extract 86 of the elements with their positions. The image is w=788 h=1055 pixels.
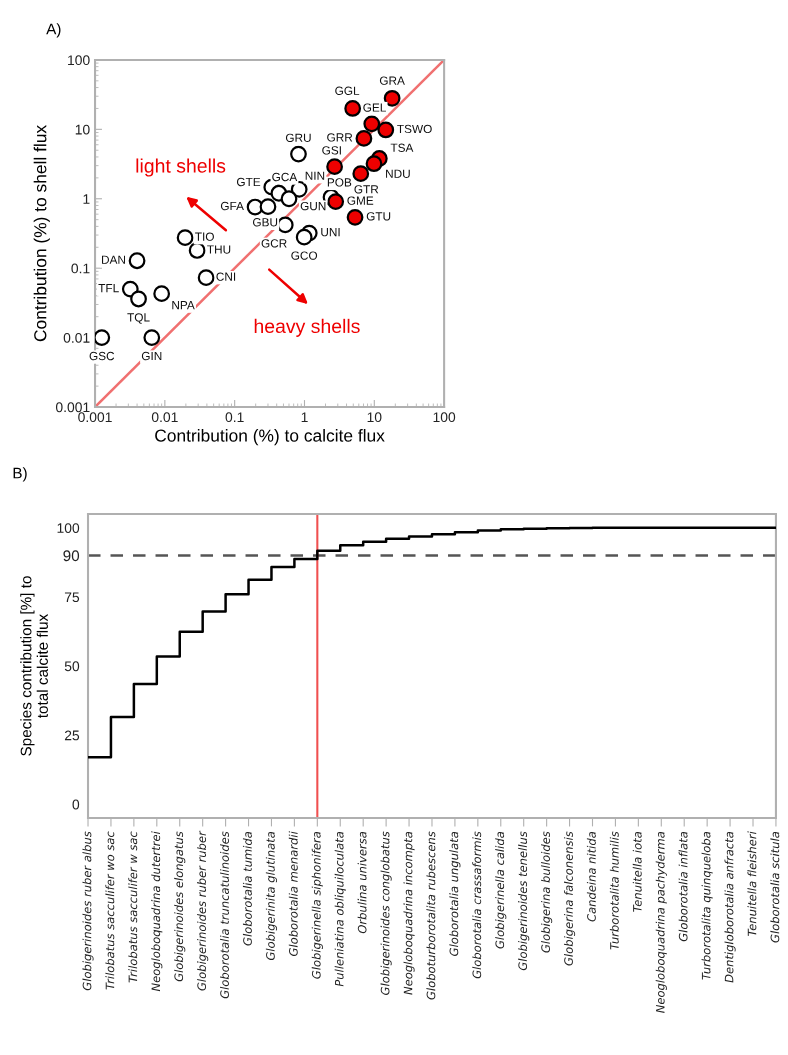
y-tick-label: 90 — [63, 550, 80, 562]
x-tick-label: Globorotalia truncatulinoides — [220, 831, 229, 999]
x-tick-label: Globorotalia scitula — [770, 832, 780, 943]
x-tick-label: Globigerinella siphonifera — [311, 832, 323, 979]
x-tick-label: Tenuitella iota — [632, 832, 642, 912]
data-label: GSI — [322, 146, 341, 155]
data-label: TSA — [390, 143, 414, 152]
y-tick-label: 0.01 — [63, 332, 90, 343]
x-tick-label: 100 — [433, 412, 456, 423]
data-label: GEL — [363, 103, 386, 112]
y-tick-label: 100 — [57, 523, 80, 533]
y-tick-label: 50 — [64, 661, 80, 672]
x-tick-label: 0.01 — [151, 412, 178, 423]
y-axis-title: Species contribution [%] to total calcite flux — [20, 576, 48, 756]
y-tick-label: 0.001 — [55, 402, 90, 413]
data-label: GFA — [220, 201, 244, 211]
x-tick-label: Globorotalia ungulata — [449, 832, 461, 956]
x-tick-label: Globigerina bulloides — [541, 831, 553, 953]
data-label: GRA — [379, 76, 405, 85]
x-tick-label: Globoturborotalita rubescens — [426, 831, 436, 1000]
annotation: light shells — [136, 158, 226, 177]
data-label: THU — [207, 245, 231, 254]
data-label: GME — [347, 196, 374, 205]
data-label: GCO — [291, 251, 318, 260]
x-tick-label: Globigerinoides elongatus — [174, 831, 186, 982]
annotation: heavy shells — [254, 318, 360, 337]
data-label: NDU — [386, 169, 410, 178]
y-tick-label: 75 — [64, 592, 80, 603]
x-axis-title: Contribution (%) to calcite flux — [155, 428, 385, 446]
y-tick-label: 1 — [83, 194, 90, 204]
data-label: TFL — [98, 284, 119, 293]
x-tick-label: Trilobatus sacculifer wo sac — [105, 831, 115, 990]
x-tick-label: Neogloboquadrina dutertrei — [151, 831, 163, 992]
x-tick-label: Orbulina universa — [357, 832, 367, 934]
x-tick-label: 10 — [367, 412, 382, 423]
data-label: TQL — [127, 313, 150, 324]
data-label: GTU — [366, 212, 391, 221]
data-label: CNI — [216, 272, 236, 281]
x-tick-label: Globigerinella calida — [495, 832, 507, 949]
x-tick-label: 1 — [301, 412, 308, 422]
data-label: GGL — [335, 86, 360, 95]
x-tick-label: Dentigloborotalia anfracta — [724, 832, 736, 983]
y-tick-label: 10 — [75, 124, 90, 135]
x-tick-label: Globorotalia crassaformis — [472, 831, 482, 979]
data-label: GTE — [236, 177, 261, 187]
data-label: GSC — [89, 351, 115, 361]
x-tick-label: Trilobatus sacculifer w sac — [128, 831, 138, 983]
data-label: GCR — [261, 239, 287, 248]
data-label: DAN — [102, 255, 125, 264]
data-label: POB — [327, 178, 352, 187]
y-tick-label: 0.1 — [71, 263, 90, 274]
x-tick-label: Globigerinoides conglobatus — [380, 831, 392, 995]
y-tick-label: 0 — [72, 799, 80, 810]
x-tick-label: Turborotalita quinqueloba — [701, 832, 713, 980]
x-tick-label: Globigerinoides ruber albus — [82, 831, 94, 991]
data-label: NIN — [305, 171, 325, 180]
x-tick-label: Globorotalia tumida — [242, 832, 252, 946]
x-tick-label: 0.1 — [225, 412, 244, 423]
y-tick-label: 100 — [68, 55, 90, 66]
x-tick-label: Globigerinoides tenellus — [518, 831, 530, 971]
y-tick-label: 25 — [64, 730, 80, 741]
x-tick-label: Turborotalita humilis — [609, 831, 619, 950]
data-label: GUN — [300, 201, 326, 211]
x-tick-label: Globigerinita glutinata — [265, 832, 278, 961]
data-label: GIN — [141, 351, 162, 361]
data-label: GRR — [327, 133, 353, 142]
data-label: UNI — [321, 228, 340, 237]
x-tick-label: Pulleniatina obliquiloculata — [334, 832, 346, 987]
data-label: GTR — [354, 185, 379, 194]
data-label: TIO — [195, 232, 214, 241]
x-tick-label: Neogloboquadrina pachyderma — [655, 832, 667, 1013]
data-label: GBU — [253, 218, 278, 227]
y-axis-title: Contribution (%) to shell flux — [33, 125, 50, 342]
x-tick-label: Globorotalia menardii — [288, 831, 298, 956]
data-label: GCA — [272, 172, 298, 182]
x-tick-label: Globorotalia inflata — [678, 832, 688, 942]
data-label: TSWO — [397, 124, 432, 134]
data-label: GRU — [285, 133, 311, 142]
chart-title: B) — [13, 467, 27, 482]
chart-title: A) — [46, 23, 61, 38]
x-tick-label: Neogloboquadrina incompta — [403, 832, 415, 995]
x-tick-label: Tenuitella fleisheri — [747, 831, 757, 936]
x-tick-label: Candeina nitida — [586, 832, 596, 922]
x-tick-label: Globigerina falconensis — [563, 831, 576, 966]
data-label: NPA — [172, 301, 195, 310]
x-tick-label: Globigerinoides ruber ruber — [197, 830, 209, 991]
